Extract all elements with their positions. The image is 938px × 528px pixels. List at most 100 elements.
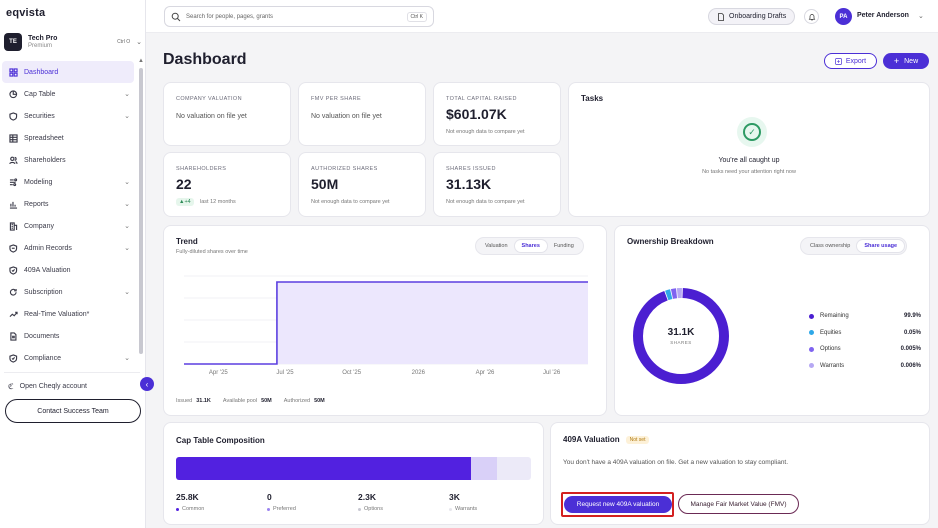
sidebar-item-label: Dashboard (24, 68, 59, 76)
legend-dot (809, 330, 814, 336)
sidebar-item-modeling[interactable]: Modeling ⌄ (2, 171, 134, 193)
chevron-down-icon: ⌄ (124, 245, 130, 252)
trend-card: Trend Fully-diluted shares over time Val… (163, 225, 607, 416)
stat-value: 22 (176, 176, 192, 192)
sidebar: eqvista TE Tech Pro Premium Ctrl O ⌄ Das… (0, 0, 146, 528)
shield-icon (8, 111, 18, 121)
onboarding-drafts-button[interactable]: Onboarding Drafts (708, 8, 796, 25)
legend-item: Warrants 0.006% (809, 358, 921, 375)
sidebar-item-shareholders[interactable]: Shareholders (2, 149, 134, 171)
sidebar-item-documents[interactable]: Documents (2, 325, 134, 347)
trend-footer-item: Available pool 50M (223, 398, 272, 404)
tab-ownership-class-ownership[interactable]: Class ownership (810, 243, 851, 249)
notifications-button[interactable] (804, 9, 819, 24)
legend-dot (809, 363, 814, 369)
cap-table-stat-label: Warrants (455, 506, 478, 512)
org-switcher[interactable]: TE Tech Pro Premium Ctrl O ⌄ (4, 31, 142, 53)
cap-table-stat: 0 Preferred (267, 492, 358, 512)
sidebar-item-compliance[interactable]: Compliance ⌄ (2, 347, 134, 369)
sidebar-item-reports[interactable]: Reports ⌄ (2, 193, 134, 215)
stat-value: 50M (311, 176, 339, 192)
trend-title: Trend (176, 237, 198, 246)
sidebar-item-admin-records[interactable]: Admin Records ⌄ (2, 237, 134, 259)
export-button[interactable]: Export (824, 53, 877, 69)
document-icon (8, 331, 18, 341)
tab-trend-funding[interactable]: Funding (553, 243, 574, 249)
new-button[interactable]: + New (883, 53, 929, 69)
org-plan: Premium (28, 43, 53, 49)
sidebar-item-securities[interactable]: Securities ⌄ (2, 105, 134, 127)
open-cheqly-link[interactable]: ℭ Open Cheqly account (8, 382, 87, 391)
topbar: Search for people, pages, grants Ctrl K … (146, 0, 938, 33)
stat-value: No valuation on file yet (176, 113, 247, 120)
fmv-per-share-card: FMV PER SHARE No valuation on file yet (298, 82, 426, 146)
sidebar-item-dashboard[interactable]: Dashboard (2, 61, 134, 83)
sidebar-item-subscription[interactable]: Subscription ⌄ (2, 281, 134, 303)
search-shortcut: Ctrl K (406, 11, 427, 22)
search-input[interactable]: Search for people, pages, grants Ctrl K (164, 6, 434, 27)
donut-center: 31.1K SHARES (631, 286, 731, 386)
sidebar-item-spreadsheet[interactable]: Spreadsheet (2, 127, 134, 149)
stat-sub: Not enough data to compare yet (446, 129, 525, 135)
legend-item: Options 0.005% (809, 341, 921, 358)
tasks-empty-subtitle: No tasks need your attention right now (702, 169, 796, 175)
cheqly-icon: ℭ (8, 382, 14, 391)
tab-ownership-share-usage[interactable]: Share usage (857, 240, 905, 252)
donut-label: SHARES (670, 340, 692, 345)
trend-footer-value: 50M (261, 398, 272, 404)
contact-success-button[interactable]: Contact Success Team (5, 399, 141, 423)
donut-slice-warrants[interactable] (633, 288, 729, 384)
user-avatar[interactable]: PA (835, 8, 852, 25)
sidebar-item-company[interactable]: Company ⌄ (2, 215, 134, 237)
bell-icon (808, 13, 815, 20)
search-icon (171, 12, 181, 21)
legend-dot (449, 507, 452, 511)
valuation-description: You don't have a 409A valuation on file.… (563, 459, 789, 466)
trend-footer: Issued 31.1K Available pool 50M Authorized 50… (176, 398, 325, 404)
collapse-sidebar-button[interactable]: ‹ (140, 377, 154, 391)
tab-trend-valuation[interactable]: Valuation (485, 243, 508, 249)
sidebar-nav: Dashboard Cap Table ⌄ Securities ⌄ Spreadshee… (2, 61, 134, 369)
user-name[interactable]: Peter Anderson (857, 12, 909, 19)
chevron-down-icon: ⌄ (124, 91, 130, 98)
sidebar-item-label: Real-Time Valuation* (24, 310, 90, 318)
trend-subtitle: Fully-diluted shares over time (176, 249, 248, 255)
request-409a-button[interactable]: Request new 409A valuation (564, 496, 672, 513)
export-label: Export (845, 57, 867, 65)
stat-label: FMV PER SHARE (311, 96, 362, 102)
cap-table-stat: 3K Warrants (449, 492, 540, 512)
check-shield-icon (8, 353, 18, 363)
legend-dot (358, 507, 361, 511)
scroll-up-icon[interactable]: ▲ (138, 58, 144, 64)
tab-trend-shares[interactable]: Shares (514, 240, 547, 252)
x-tick-label: Jul '26 (543, 370, 561, 376)
legend-value: 0.05% (903, 329, 921, 336)
manage-fmv-button[interactable]: Manage Fair Market Value (FMV) (678, 494, 799, 514)
sidebar-item-label: Modeling (24, 178, 53, 186)
check-circle-icon: ✓ (737, 117, 767, 147)
cap-table-segment (497, 457, 531, 480)
sidebar-item-409a-valuation[interactable]: 409A Valuation (2, 259, 134, 281)
legend-name: Equities (820, 329, 842, 336)
sidebar-item-label: Company (24, 222, 54, 230)
legend-dot (267, 507, 270, 511)
trend-footer-label: Issued (176, 398, 193, 404)
sidebar-item-real-time-valuation[interactable]: Real-Time Valuation* (2, 303, 134, 325)
donut-value: 31.1K (667, 327, 695, 338)
chevron-down-icon[interactable]: ⌄ (918, 13, 924, 20)
ownership-tabs: Class ownership Share usage (800, 237, 908, 255)
sidebar-item-cap-table[interactable]: Cap Table ⌄ (2, 83, 134, 105)
stat-sub: Not enough data to compare yet (311, 199, 390, 205)
donut-slice-remaining[interactable] (633, 288, 729, 384)
app-logo[interactable]: eqvista (6, 7, 46, 19)
legend-name: Warrants (820, 362, 845, 369)
x-tick-label: 2026 (412, 370, 426, 376)
document-icon (718, 12, 724, 21)
stat-value: No valuation on file yet (311, 113, 382, 120)
sidebar-item-label: 409A Valuation (24, 266, 71, 274)
plus-icon: + (893, 56, 900, 66)
ownership-legend: Remaining 99.9% Equities 0.05% Options 0.005%… (809, 308, 921, 374)
refresh-icon (8, 287, 18, 297)
divider (4, 372, 140, 373)
sidebar-scrollbar[interactable] (139, 68, 143, 354)
